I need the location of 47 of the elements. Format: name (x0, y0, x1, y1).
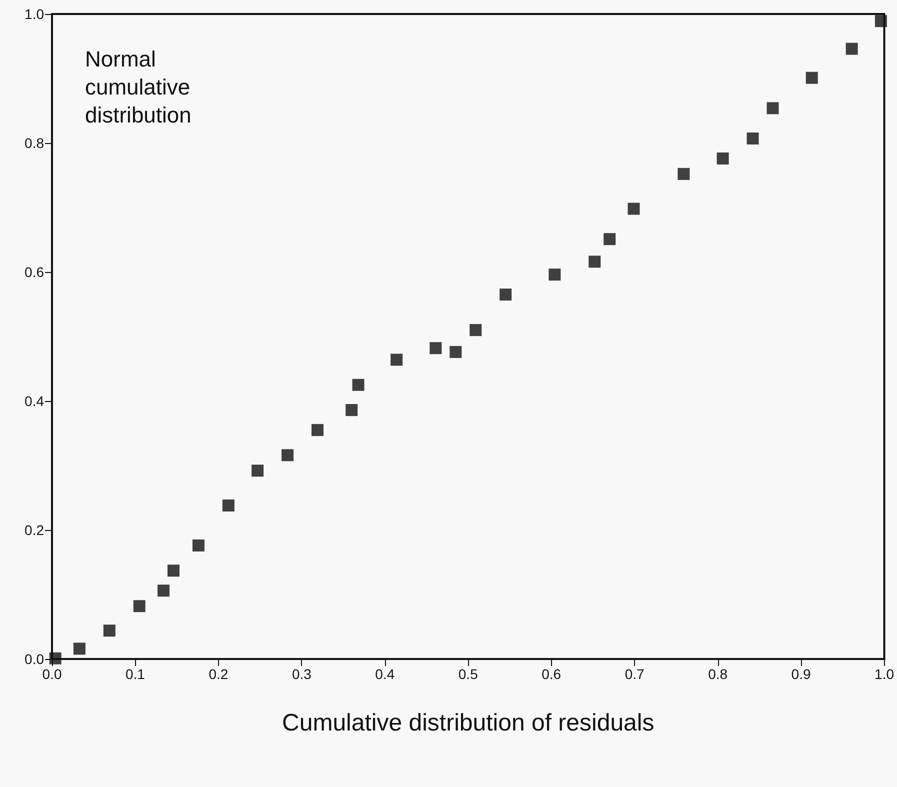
point (746, 132, 759, 144)
point (604, 233, 616, 246)
y-tick-label: 0.4 (24, 393, 44, 409)
point (588, 256, 601, 268)
point (470, 324, 482, 336)
point (500, 288, 512, 301)
x-tick-label: 1.0 (874, 666, 894, 682)
point (874, 15, 887, 28)
x-tick-label: 0.0 (42, 666, 62, 682)
point (548, 268, 561, 281)
point (311, 424, 324, 436)
point (352, 378, 364, 391)
point (678, 168, 690, 180)
y-tick-label: 0.0 (24, 651, 44, 667)
x-tick-label: 0.2 (208, 666, 228, 682)
point (390, 354, 403, 366)
point (430, 342, 442, 354)
x-axis-title: Cumulative distribution of residuals (282, 710, 654, 736)
x-tick-label: 0.4 (375, 666, 395, 682)
y-axis-title: Normal cumulative distribution (85, 46, 192, 128)
point (450, 346, 462, 358)
point (168, 564, 180, 577)
x-tick-label: 0.1 (125, 666, 146, 682)
point (192, 539, 204, 552)
x-tick-label: 0.3 (292, 666, 312, 682)
x-tick-label: 0.8 (708, 666, 728, 682)
x-tick-label: 0.5 (458, 666, 478, 682)
point (806, 72, 818, 84)
point (222, 499, 234, 512)
x-tick-label: 0.7 (624, 666, 645, 682)
point (346, 404, 358, 416)
y-tick-label: 0.8 (24, 135, 44, 151)
y-tick-label: 0.2 (24, 522, 44, 538)
point (282, 449, 294, 462)
point (103, 624, 116, 637)
point (133, 600, 146, 612)
point (158, 584, 170, 597)
point (252, 464, 264, 477)
y-tick-label: 1.0 (24, 6, 44, 22)
point (716, 152, 729, 164)
x-tick-label: 0.9 (791, 666, 811, 682)
y-tick-label: 0.6 (24, 264, 44, 280)
point (628, 202, 640, 215)
point (766, 102, 779, 114)
point (73, 642, 86, 655)
x-tick-label: 0.6 (542, 666, 562, 682)
point (846, 42, 858, 55)
